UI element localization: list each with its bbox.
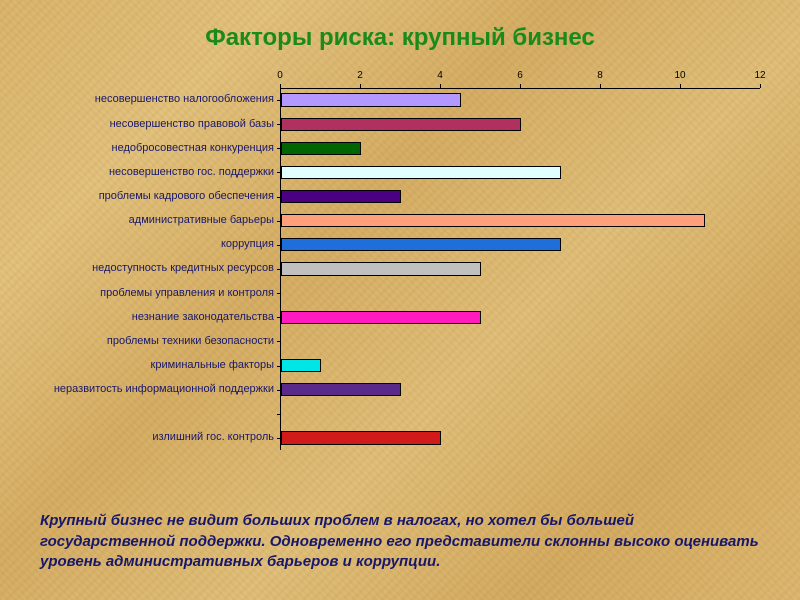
bar [281, 311, 481, 324]
slide-root: Факторы риска: крупный бизнес 0 2 4 6 8 10 12 … [0, 0, 800, 600]
x-tick: 0 [280, 70, 281, 88]
y-tick [277, 414, 281, 415]
x-tick: 6 [520, 70, 521, 88]
category-label: криминальные факторы [151, 359, 274, 371]
bar-chart: 0 2 4 6 8 10 12 несовершенство налогообложения… [40, 70, 760, 450]
bar [281, 431, 441, 444]
bar [281, 359, 321, 372]
bar [281, 166, 561, 179]
bar [281, 190, 401, 203]
category-label: проблемы управления и контроля [100, 287, 274, 299]
category-label: несовершенство налогообложения [95, 93, 274, 105]
bar [281, 262, 481, 275]
category-label: административные барьеры [129, 214, 274, 226]
y-tick [277, 341, 281, 342]
x-tick: 12 [760, 70, 761, 88]
category-label: неразвитость информационной поддержки [54, 383, 274, 395]
bar [281, 238, 561, 251]
bar [281, 214, 705, 227]
category-label: проблемы кадрового обеспечения [99, 190, 274, 202]
category-label: незнание законодательства [132, 311, 274, 323]
x-axis: 0 2 4 6 8 10 12 [280, 70, 760, 89]
bar [281, 118, 521, 131]
category-label: недобросовестная конкуренция [112, 142, 275, 154]
category-label: излишний гос. контроль [152, 431, 274, 443]
category-label: коррупция [221, 238, 274, 250]
x-tick: 8 [600, 70, 601, 88]
caption-text: Крупный бизнес не видит больших проблем … [40, 511, 760, 572]
x-tick: 4 [440, 70, 441, 88]
category-label: проблемы техники безопасности [107, 335, 274, 347]
x-tick: 2 [360, 70, 361, 88]
category-label: недоступность кредитных ресурсов [92, 262, 274, 274]
category-label: несовершенство правовой базы [110, 118, 274, 130]
bar [281, 383, 401, 396]
y-axis-labels: несовершенство налогообложения несовершен… [40, 88, 280, 450]
y-tick [277, 293, 281, 294]
category-label: несовершенство гос. поддержки [109, 166, 274, 178]
bar [281, 93, 461, 106]
slide-title: Факторы риска: крупный бизнес [0, 24, 800, 52]
plot-area [280, 88, 760, 450]
bar [281, 142, 361, 155]
x-tick: 10 [680, 70, 681, 88]
